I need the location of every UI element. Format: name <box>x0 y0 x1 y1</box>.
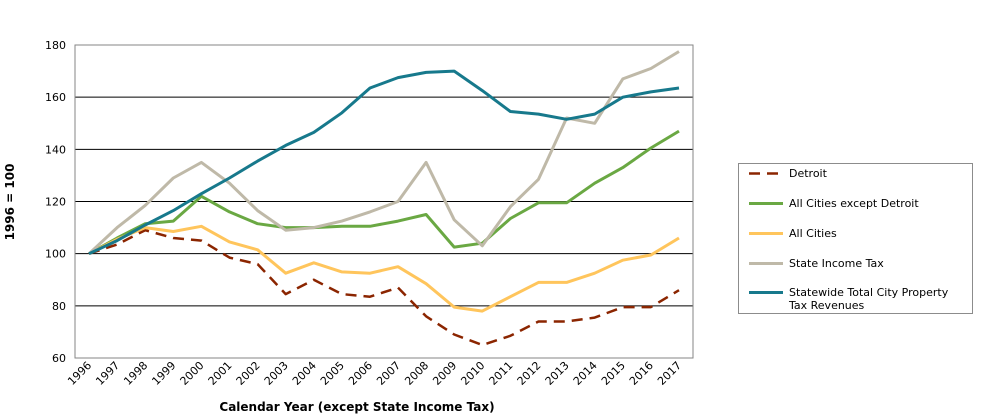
y-axis-ticks: 60 80 100 120 140 160 180 <box>45 39 66 365</box>
x-tick-label: 2001 <box>206 359 235 388</box>
x-tick-label: 1997 <box>93 359 122 388</box>
x-tick-label: 1998 <box>121 359 150 388</box>
legend-item: Detroit <box>747 167 969 180</box>
x-tick-label: 2008 <box>402 359 431 388</box>
legend-label: Statewide Total City Property Tax Revenu… <box>789 286 949 312</box>
legend-label: All Cities except Detroit <box>789 197 919 210</box>
legend-label: All Cities <box>789 227 837 240</box>
x-tick-label: 2015 <box>599 359 628 388</box>
y-tick-label: 160 <box>45 91 66 104</box>
y-tick-label: 80 <box>52 300 66 313</box>
series-line-all-cities <box>88 224 680 313</box>
x-tick-label: 2012 <box>515 359 544 388</box>
y-tick-label: 140 <box>45 143 66 156</box>
x-tick-label: 2000 <box>178 359 207 388</box>
x-tick-label: 2006 <box>346 359 375 388</box>
legend-item: State Income Tax <box>747 257 969 270</box>
legend-item: Statewide Total City Property Tax Revenu… <box>747 286 969 312</box>
x-tick-label: 2011 <box>487 359 516 388</box>
x-tick-label: 2004 <box>290 359 319 388</box>
x-tick-label: 2007 <box>374 359 403 388</box>
legend-item: All Cities <box>747 227 969 240</box>
x-tick-label: 2017 <box>655 359 684 388</box>
x-tick-label: 2016 <box>627 359 656 388</box>
series-lines <box>87 50 680 347</box>
x-tick-label: 2005 <box>318 359 347 388</box>
legend-swatch <box>749 202 783 205</box>
series-line-statewide-total-city-property-tax-revenues <box>88 69 680 256</box>
y-tick-label: 60 <box>52 352 66 365</box>
x-tick-label: 1996 <box>65 359 94 388</box>
y-tick-label: 120 <box>45 196 66 209</box>
x-tick-label: 1999 <box>149 359 178 388</box>
x-tick-label: 2010 <box>458 359 487 388</box>
x-tick-label: 2009 <box>430 359 459 388</box>
y-tick-label: 100 <box>45 248 66 261</box>
series-line-state-income-tax <box>87 50 680 255</box>
x-axis-title: Calendar Year (except State Income Tax) <box>219 400 494 414</box>
y-tick-label: 180 <box>45 39 66 52</box>
legend-label: State Income Tax <box>789 257 884 270</box>
legend-swatch <box>749 291 783 294</box>
x-axis-ticks: 1996 1997 1998 1999 2000 2001 2002 2003 2004 2005… <box>65 359 684 388</box>
series-line-detroit <box>88 228 680 347</box>
legend: Detroit All Cities except Detroit All Citi… <box>738 163 973 314</box>
plot-area <box>74 44 694 359</box>
x-tick-label: 2002 <box>234 359 263 388</box>
legend-swatch <box>749 262 783 265</box>
x-tick-label: 2014 <box>571 359 600 388</box>
series-line-all-cities-except-detroit <box>88 129 680 256</box>
x-tick-label: 2003 <box>262 359 291 388</box>
legend-swatch <box>749 172 783 175</box>
legend-item: All Cities except Detroit <box>747 197 969 210</box>
x-tick-label: 2013 <box>543 359 572 388</box>
legend-label: Detroit <box>789 167 827 180</box>
legend-swatch <box>749 232 783 235</box>
y-axis-title: 1996 = 100 <box>3 164 17 241</box>
